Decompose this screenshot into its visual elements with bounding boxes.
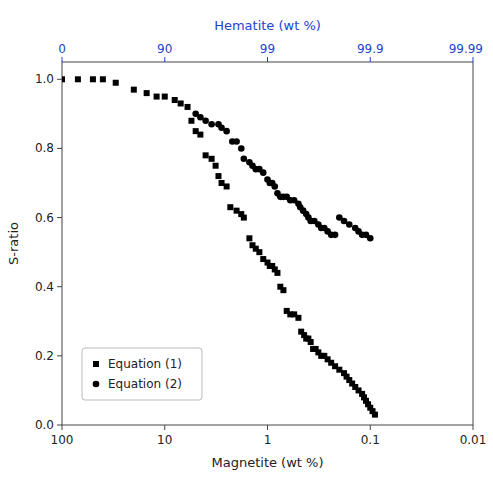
point <box>372 412 378 418</box>
y-tick <box>57 79 62 80</box>
plot-frame <box>62 62 473 425</box>
x2-tick-label: 0 <box>58 42 66 56</box>
x-tick-label: 10 <box>157 433 172 447</box>
point <box>131 87 137 93</box>
legend-symbol <box>93 381 100 388</box>
point <box>260 169 267 176</box>
point <box>197 132 203 138</box>
point <box>178 100 184 106</box>
chart: 0.0 0.2 0.4 0.6 0.8 1.0 100 10 1 0.1 0.01 0 90 99 99.9… <box>0 0 493 480</box>
point <box>227 204 233 210</box>
point <box>154 94 160 100</box>
point <box>209 156 215 162</box>
point <box>202 117 209 124</box>
point <box>213 163 219 169</box>
point <box>246 235 252 241</box>
point <box>224 183 230 189</box>
point <box>208 121 215 128</box>
point <box>241 215 247 221</box>
point <box>215 173 221 179</box>
x-axis-label: Magnetite (wt %) <box>212 455 324 470</box>
x2-tick-label: 90 <box>157 42 172 56</box>
point <box>280 287 286 293</box>
legend-symbol <box>93 361 99 367</box>
legend-entry: Equation (2) <box>108 377 182 391</box>
point <box>346 221 353 228</box>
legend-entry: Equation (1) <box>108 357 182 371</box>
marks <box>62 76 378 417</box>
y-tick-label: 0.2 <box>35 349 54 363</box>
y-tick-label: 0.4 <box>35 280 54 294</box>
point <box>238 145 245 152</box>
legend: Equation (1) Equation (2) <box>82 348 202 400</box>
y-tick <box>57 286 62 287</box>
x-tick-label: 0.1 <box>361 433 380 447</box>
legend-box <box>82 348 202 400</box>
x2-tick-label: 99 <box>260 42 275 56</box>
y-tick-label: 0.0 <box>35 418 54 432</box>
point <box>113 80 119 86</box>
x-tick-label: 100 <box>51 433 74 447</box>
point <box>233 138 240 145</box>
x2-tick-label: 99.9 <box>357 42 384 56</box>
x2-tick <box>370 57 371 62</box>
point <box>256 249 262 255</box>
point <box>90 76 96 82</box>
point <box>188 118 194 124</box>
point <box>274 270 280 276</box>
point <box>271 183 278 190</box>
x-tick <box>267 425 268 430</box>
point <box>75 76 81 82</box>
point <box>100 76 106 82</box>
y-axis-label: S-ratio <box>6 222 21 265</box>
y-tick <box>57 425 62 426</box>
point <box>308 339 314 345</box>
point <box>62 76 65 82</box>
point <box>332 232 339 239</box>
x-tick-label: 0.01 <box>460 433 487 447</box>
y-tick <box>57 217 62 218</box>
x-tick <box>164 425 165 430</box>
point <box>162 94 168 100</box>
point <box>223 128 230 135</box>
point <box>203 152 209 158</box>
y-tick-label: 1.0 <box>35 72 54 86</box>
point <box>367 235 374 242</box>
x2-axis-label: Hematite (wt %) <box>214 18 321 33</box>
x2-tick-label: 99.99 <box>449 42 483 56</box>
x2-tick <box>473 57 474 62</box>
y-tick <box>57 148 62 149</box>
point <box>241 156 248 163</box>
x-tick <box>370 425 371 430</box>
point <box>185 104 191 110</box>
x-tick-label: 1 <box>264 433 272 447</box>
x2-tick <box>267 57 268 62</box>
x2-tick <box>164 57 165 62</box>
y-tick-label: 0.6 <box>35 211 54 225</box>
point <box>144 90 150 96</box>
point <box>172 97 178 103</box>
point <box>295 315 301 321</box>
x2-tick <box>62 57 63 62</box>
x-tick <box>473 425 474 430</box>
x-tick <box>62 425 63 430</box>
y-tick-label: 0.8 <box>35 141 54 155</box>
y-tick <box>57 355 62 356</box>
